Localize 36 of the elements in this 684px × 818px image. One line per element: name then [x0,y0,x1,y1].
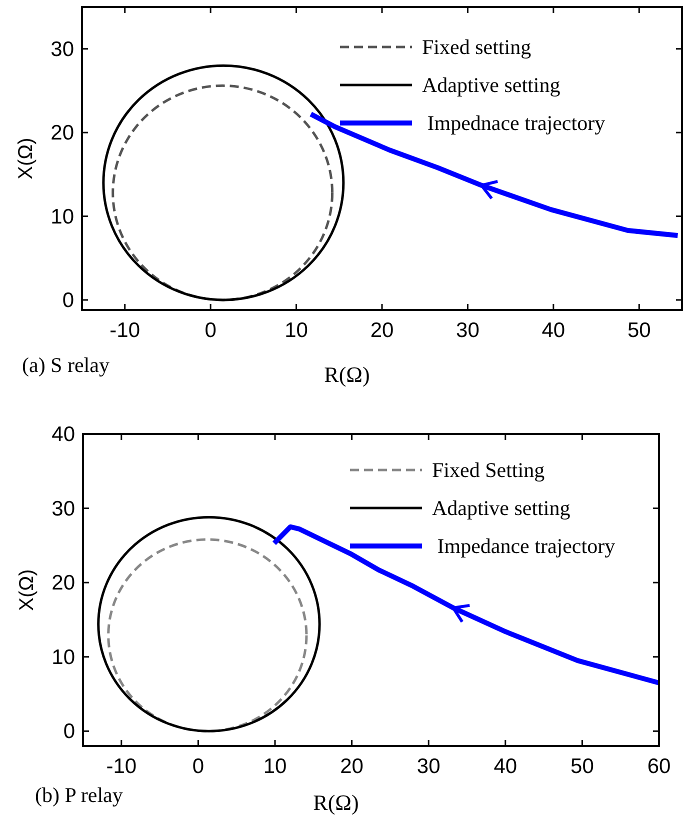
legend-label: Fixed Setting [432,458,546,482]
x-axis-title: R(Ω) [313,790,359,815]
x-tick-label: 40 [494,755,518,778]
y-axis-title: X(Ω) [15,138,37,180]
legend-label: Impedance trajectory [432,534,616,558]
x-tick-label: 40 [542,319,566,342]
x-tick-label: -10 [106,755,137,778]
x-tick-label: 50 [627,319,651,342]
x-tick-label: 0 [192,755,204,778]
y-tick-label: 10 [50,205,74,228]
x-tick-label: 30 [456,319,480,342]
y-tick-label: 30 [52,497,75,520]
x-tick-label: 60 [647,755,671,778]
x-tick-label: 50 [570,755,594,778]
y-tick-label: 0 [63,720,75,744]
x-tick-label: -10 [110,319,140,342]
text: (a) S relay [22,353,110,377]
y-tick-label: 40 [52,423,75,446]
y-tick-label: 20 [50,122,74,145]
y-tick-label: 20 [52,572,75,595]
y-tick-label: 0 [62,288,74,312]
text: (b) P relay [35,783,124,807]
y-tick-label: 30 [50,38,74,61]
legend-label: Fixed setting [422,35,532,59]
x-tick-label: 10 [284,319,308,342]
x-tick-label: 10 [263,755,287,778]
legend-label: Adaptive setting [432,496,571,520]
x-tick-label: 20 [340,755,364,778]
legend-label: Impednace trajectory [422,111,606,135]
x-tick-label: 30 [416,755,440,778]
x-tick-label: 0 [204,319,216,342]
y-tick-label: 10 [52,646,75,669]
y-axis-title: X(Ω) [16,569,38,611]
x-axis-title: R(Ω) [324,362,370,387]
x-tick-label: 20 [370,319,394,342]
legend-label: Adaptive setting [422,73,561,97]
